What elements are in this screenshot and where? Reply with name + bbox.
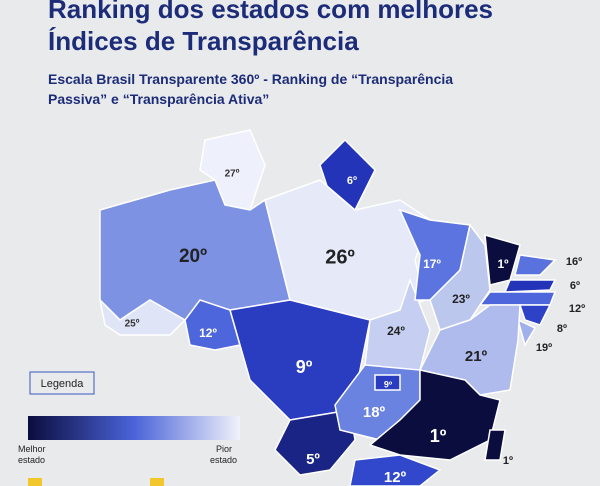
state-rank: 6º	[570, 280, 580, 292]
state-rank: 16º	[566, 256, 582, 268]
state-rank: 12º	[199, 326, 217, 340]
state-rank: 20º	[179, 246, 207, 267]
state-rank: 1º	[430, 426, 447, 446]
state	[518, 304, 552, 326]
title: Índices de Transparência	[48, 26, 359, 56]
state	[374, 374, 401, 391]
state-rank: 5º	[306, 451, 320, 468]
state-rank: 12º	[384, 469, 407, 486]
state-rank: 25º	[125, 319, 140, 330]
state-rank: 18º	[363, 404, 386, 421]
state-rank: 9º	[384, 379, 393, 389]
legend-label: estado	[18, 455, 45, 465]
state-rank: 26º	[325, 246, 355, 268]
state-rank: 23º	[452, 292, 470, 306]
state-rank: 8º	[557, 323, 567, 335]
state-rank: 17º	[423, 257, 441, 271]
subtitle: Escala Brasil Transparente 360º - Rankin…	[48, 71, 453, 87]
state-rank: 6º	[347, 175, 357, 187]
state-rank: 24º	[387, 324, 405, 338]
decoration	[150, 478, 164, 486]
map	[98, 129, 557, 486]
legend-box	[29, 371, 95, 395]
legend-label: Pior	[216, 444, 232, 454]
state-rank: 1º	[503, 455, 513, 467]
title: Ranking dos estados com melhores	[48, 0, 493, 24]
state	[478, 291, 557, 306]
state	[98, 297, 187, 336]
legend-label: estado	[210, 455, 237, 465]
state	[503, 279, 557, 293]
subtitle: Passiva” e “Transparência Ativa”	[48, 91, 269, 107]
legend-title: Legenda	[41, 378, 85, 390]
decoration	[28, 478, 42, 486]
state	[514, 254, 557, 276]
state	[484, 429, 506, 461]
state-rank: 19º	[536, 342, 552, 354]
state	[368, 369, 501, 461]
state-rank: 9º	[296, 357, 313, 377]
state	[349, 454, 442, 486]
state-rank: 1º	[497, 257, 509, 271]
state-rank: 27º	[225, 169, 240, 180]
state-rank: 12º	[569, 303, 585, 315]
state-rank: 21º	[465, 348, 488, 365]
state	[516, 318, 537, 347]
legend-gradient	[28, 416, 240, 440]
legend-label: Melhor	[18, 444, 46, 454]
